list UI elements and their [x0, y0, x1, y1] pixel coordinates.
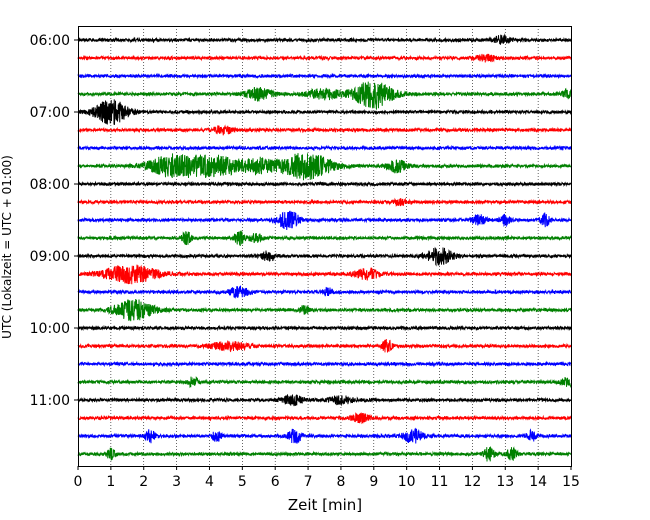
seismic-trace — [77, 99, 572, 125]
y-tick-label: 09:00 — [30, 249, 70, 265]
plot-frame — [78, 26, 572, 467]
x-tick-label: 1 — [106, 474, 115, 490]
x-tick-label: 0 — [74, 474, 83, 490]
seismic-trace — [77, 53, 572, 63]
seismic-trace — [77, 339, 572, 353]
seismic-trace — [77, 411, 572, 425]
y-tick-label: 11:00 — [30, 393, 70, 409]
seismic-trace — [77, 298, 572, 322]
seismic-trace — [77, 153, 572, 181]
seismic-trace — [77, 264, 572, 285]
seismic-trace — [77, 285, 572, 299]
seismic-trace — [77, 246, 572, 267]
x-tick-label: 13 — [496, 474, 514, 490]
seismic-trace — [77, 72, 572, 80]
seismic-trace — [77, 230, 572, 247]
y-tick-label: 08:00 — [30, 177, 70, 193]
y-axis-label: UTC (Lokalzeit = UTC + 01:00) — [0, 155, 14, 339]
seismic-trace — [77, 33, 572, 45]
seismic-trace — [77, 144, 572, 152]
y-axis-ticks: 06:00 07:00 08:00 09:00 10:00 11:00 — [30, 33, 78, 409]
trace-group — [77, 33, 572, 462]
x-axis-label: Zeit [min] — [288, 496, 362, 514]
x-tick-label: 5 — [238, 474, 247, 490]
seismic-trace — [77, 376, 572, 389]
seismic-trace — [77, 81, 572, 111]
seismic-trace — [77, 427, 572, 445]
y-tick-label: 07:00 — [30, 105, 70, 121]
x-tick-label: 6 — [271, 474, 280, 490]
x-tick-label: 12 — [463, 474, 481, 490]
seismic-trace — [77, 360, 572, 368]
x-tick-label: 8 — [336, 474, 345, 490]
x-tick-label: 15 — [562, 474, 580, 490]
x-tick-label: 2 — [139, 474, 148, 490]
x-axis-ticks: 0 1 2 3 4 5 6 7 8 9 10 11 12 13 14 15 — [74, 466, 580, 490]
y-tick-label: 10:00 — [30, 321, 70, 337]
seismic-trace — [77, 197, 572, 207]
seismic-trace — [77, 180, 572, 188]
seismic-trace — [77, 324, 572, 332]
seismic-trace — [77, 124, 572, 136]
x-tick-label: 14 — [529, 474, 547, 490]
x-tick-label: 3 — [172, 474, 181, 490]
x-tick-label: 11 — [431, 474, 449, 490]
seismic-trace — [77, 445, 572, 462]
x-tick-label: 4 — [205, 474, 214, 490]
x-tick-label: 9 — [369, 474, 378, 490]
vertical-grid — [110, 26, 539, 466]
x-tick-label: 7 — [304, 474, 313, 490]
y-tick-label: 06:00 — [30, 33, 70, 49]
seismic-trace — [77, 394, 572, 407]
x-tick-label: 10 — [398, 474, 416, 490]
seismic-trace — [77, 210, 572, 231]
